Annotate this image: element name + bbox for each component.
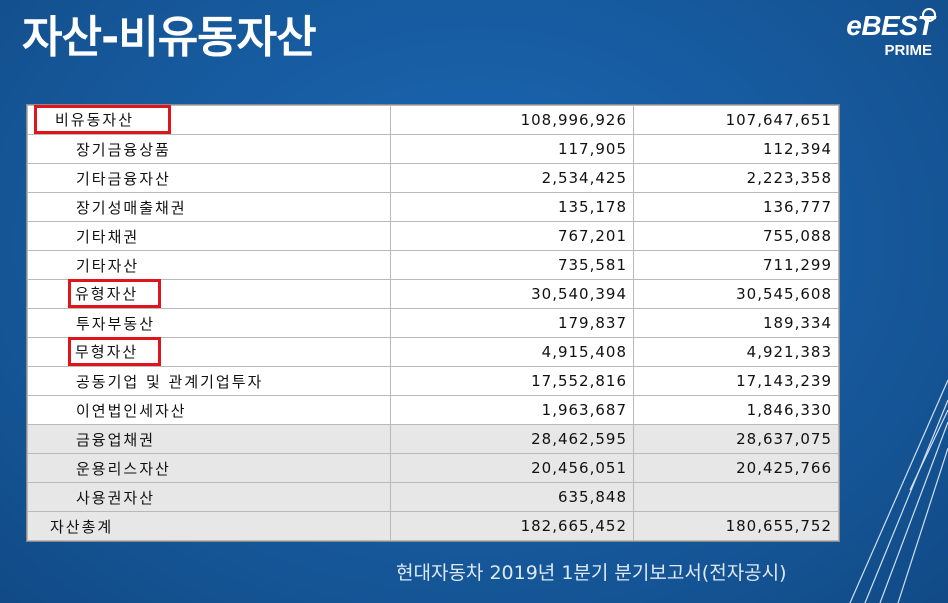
row-label-cell: 무형자산 [27, 336, 391, 367]
row-label: 이연법인세자산 [76, 401, 187, 420]
row-label-cell: 자산총계 [27, 511, 391, 541]
row-label-cell: 이연법인세자산 [27, 395, 391, 425]
ebest-prime-logo: eBEST PRIME [824, 8, 936, 62]
value-current-cell: 135,178 [390, 192, 634, 222]
table-row: 투자부동산 179,837 189,334 [27, 308, 839, 338]
row-label-cell: 기타금융자산 [27, 163, 391, 193]
row-label-cell: 비유동자산 [27, 104, 391, 135]
value-current-cell: 1,963,687 [390, 395, 634, 425]
row-label: 장기금융상품 [76, 140, 171, 159]
row-label-cell: 장기금융상품 [27, 134, 391, 164]
value-prior-cell: 1,846,330 [633, 395, 839, 425]
highlighted-label: 비유동자산 [34, 104, 172, 134]
row-label-cell: 기타채권 [27, 221, 391, 251]
row-label: 사용권자산 [76, 488, 156, 507]
highlighted-label: 무형자산 [68, 336, 162, 366]
row-label: 장기성매출채권 [76, 198, 187, 217]
logo-sub-text: PRIME [884, 42, 932, 59]
value-current-cell: 117,905 [390, 134, 634, 164]
row-label: 운용리스자산 [76, 459, 171, 478]
table-row: 기타채권 767,201 755,088 [27, 221, 839, 251]
table-row: 무형자산 4,915,408 4,921,383 [27, 336, 839, 367]
value-prior-cell: 189,334 [633, 308, 839, 338]
row-label-cell: 유형자산 [27, 278, 391, 309]
value-current-cell: 108,996,926 [390, 105, 634, 135]
value-prior-cell: 2,223,358 [633, 163, 839, 193]
table-row: 금융업채권 28,462,595 28,637,075 [27, 424, 839, 454]
slide-title: 자산-비유동자산 [22, 12, 317, 63]
row-label-cell: 운용리스자산 [27, 453, 391, 483]
row-label: 기타금융자산 [76, 169, 171, 188]
value-current-cell: 179,837 [390, 308, 634, 338]
table-row: 기타금융자산 2,534,425 2,223,358 [27, 163, 839, 193]
value-prior-cell: 30,545,608 [633, 279, 839, 309]
balance-sheet-table: 비유동자산 108,996,926 107,647,651 장기금융상품 117,905… [26, 104, 840, 542]
table-row: 장기금융상품 117,905 112,394 [27, 134, 839, 164]
value-current-cell: 182,665,452 [390, 511, 634, 541]
row-label-cell: 기타자산 [27, 250, 391, 280]
row-label-cell: 사용권자산 [27, 482, 391, 512]
value-prior-cell [633, 482, 839, 512]
highlighted-label: 유형자산 [68, 278, 162, 308]
value-prior-cell: 107,647,651 [633, 105, 839, 135]
row-label-cell: 장기성매출채권 [27, 192, 391, 222]
table-row: 운용리스자산 20,456,051 20,425,766 [27, 453, 839, 483]
value-current-cell: 30,540,394 [390, 279, 634, 309]
value-current-cell: 735,581 [390, 250, 634, 280]
row-label-cell: 투자부동산 [27, 308, 391, 338]
row-label-cell: 공동기업 및 관계기업투자 [27, 366, 391, 396]
decorative-lines [849, 379, 948, 603]
row-label: 금융업채권 [76, 430, 156, 449]
table-row: 공동기업 및 관계기업투자 17,552,816 17,143,239 [27, 366, 839, 396]
value-prior-cell: 4,921,383 [633, 337, 839, 367]
value-prior-cell: 180,655,752 [633, 511, 839, 541]
source-caption: 현대자동차 2019년 1분기 분기보고서(전자공시) [396, 562, 787, 584]
value-current-cell: 28,462,595 [390, 424, 634, 454]
table-row: 장기성매출채권 135,178 136,777 [27, 192, 839, 222]
row-label-cell: 금융업채권 [27, 424, 391, 454]
table-row: 이연법인세자산 1,963,687 1,846,330 [27, 395, 839, 425]
value-current-cell: 4,915,408 [390, 337, 634, 367]
value-current-cell: 17,552,816 [390, 366, 634, 396]
value-prior-cell: 711,299 [633, 250, 839, 280]
row-label: 기타자산 [76, 256, 140, 275]
value-current-cell: 635,848 [390, 482, 634, 512]
row-label: 기타채권 [76, 227, 140, 246]
row-label: 공동기업 및 관계기업투자 [76, 372, 264, 391]
value-current-cell: 767,201 [390, 221, 634, 251]
table-row: 기타자산 735,581 711,299 [27, 250, 839, 280]
value-prior-cell: 112,394 [633, 134, 839, 164]
row-label: 투자부동산 [76, 314, 156, 333]
value-prior-cell: 136,777 [633, 192, 839, 222]
value-prior-cell: 20,425,766 [633, 453, 839, 483]
table-row: 자산총계 182,665,452 180,655,752 [27, 511, 839, 541]
logo-circle-icon [922, 8, 936, 22]
value-prior-cell: 17,143,239 [633, 366, 839, 396]
table-row: 사용권자산 635,848 [27, 482, 839, 512]
value-prior-cell: 755,088 [633, 221, 839, 251]
table-row: 비유동자산 108,996,926 107,647,651 [27, 104, 839, 135]
table-body: 비유동자산 108,996,926 107,647,651 장기금융상품 117,905… [27, 104, 839, 541]
value-current-cell: 2,534,425 [390, 163, 634, 193]
table-row: 유형자산 30,540,394 30,545,608 [27, 278, 839, 309]
value-prior-cell: 28,637,075 [633, 424, 839, 454]
logo-brand-text: eBEST [846, 10, 934, 41]
row-label: 자산총계 [50, 517, 114, 536]
value-current-cell: 20,456,051 [390, 453, 634, 483]
